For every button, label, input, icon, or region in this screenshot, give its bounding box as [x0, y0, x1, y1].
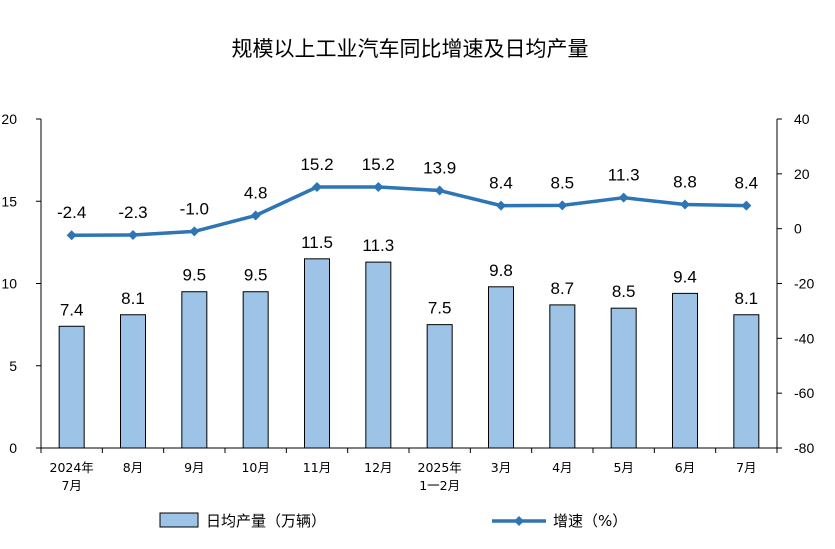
legend-bar-label: 日均产量（万辆） — [206, 512, 326, 530]
growth-point — [312, 181, 322, 192]
line-value-label: 8.8 — [673, 173, 697, 192]
bar-value-label: 9.8 — [489, 261, 513, 280]
bar-value-label: 8.1 — [121, 289, 145, 308]
line-series — [66, 181, 752, 241]
data-labels: 7.4 8.1 9.5 9.5 11.5 11.3 7.5 9.8 8.7 8.5 9.4 8.1 -2… — [57, 155, 758, 319]
left-tick-label: 10 — [1, 276, 17, 292]
bar-series — [58, 258, 760, 449]
legend-line-marker — [514, 516, 524, 526]
legend-bar-swatch — [159, 512, 199, 528]
bar — [58, 325, 85, 449]
growth-point — [66, 230, 77, 241]
chart-title: 规模以上工业汽车同比增速及日均产量 — [232, 37, 589, 61]
growth-point — [434, 185, 445, 196]
x-tick-label: 11月 — [303, 460, 331, 475]
bar-value-label: 7.4 — [60, 300, 84, 319]
bar-value-label: 8.1 — [735, 289, 759, 308]
line-value-label: 8.4 — [735, 174, 759, 193]
x-tick-label: 10月 — [241, 460, 269, 475]
x-tick-label: 2025年 — [418, 460, 462, 475]
bar-value-label: 8.5 — [612, 282, 636, 301]
right-tick-label: -80 — [794, 440, 814, 456]
line-value-label: 15.2 — [362, 155, 395, 174]
bar — [181, 291, 208, 449]
x-tick-label: 2024年 — [50, 460, 94, 475]
right-tick-label: 40 — [794, 111, 810, 127]
line-value-label: 13.9 — [423, 159, 456, 178]
x-tick-label: 12月 — [364, 460, 392, 475]
bar-value-label: 11.3 — [362, 236, 394, 255]
x-tick-label: 6月 — [675, 460, 695, 475]
bar-value-label: 9.4 — [673, 267, 697, 286]
left-tick-label: 5 — [9, 358, 17, 374]
growth-point — [680, 199, 690, 210]
bar — [610, 307, 637, 449]
x-tick-label: 8月 — [123, 460, 143, 475]
growth-point — [557, 200, 568, 211]
x-tick-label: 9月 — [184, 460, 204, 475]
right-tick-label: 20 — [794, 166, 810, 182]
bar — [426, 324, 453, 449]
bar-value-label: 11.5 — [301, 233, 333, 252]
bar-value-label: 9.5 — [244, 266, 268, 285]
x-tick-label: 3月 — [491, 460, 511, 475]
growth-point — [618, 192, 629, 203]
right-tick-label: 0 — [794, 221, 802, 237]
line-value-label: 8.5 — [551, 173, 575, 192]
legend-line-label: 增速（%） — [553, 512, 627, 530]
growth-line — [71, 185, 747, 237]
right-tick-label: -20 — [794, 276, 814, 292]
x-tick-label: 4月 — [552, 460, 572, 475]
x-tick-label: 5月 — [613, 460, 633, 475]
bar-value-label: 9.5 — [183, 266, 207, 285]
x-tick-label: 7月 — [736, 460, 756, 475]
growth-point — [741, 200, 752, 211]
left-tick-label: 15 — [1, 193, 17, 209]
x-tick-label: 1一2月 — [419, 478, 460, 493]
growth-point — [496, 200, 506, 211]
bar — [672, 292, 698, 449]
growth-point — [128, 229, 138, 240]
bar — [120, 314, 146, 449]
x-tick-label: 7月 — [61, 478, 81, 493]
growth-point — [189, 226, 200, 237]
line-value-label: 15.2 — [300, 155, 333, 174]
bar — [304, 258, 330, 449]
bar — [488, 286, 514, 449]
left-tick-label: 20 — [1, 111, 17, 127]
axes: 0 5 10 15 20 -80 -60 -40 -20 0 20 40 2024年 7月 8月 9月 10月 1… — [1, 111, 814, 493]
line-value-label: -2.3 — [118, 203, 147, 222]
line-value-label: -2.4 — [57, 203, 86, 222]
line-value-label: 11.3 — [608, 166, 640, 185]
legend: 日均产量（万辆） 增速（%） — [159, 512, 627, 530]
line-value-label: 8.4 — [489, 174, 513, 193]
right-tick-label: -60 — [794, 385, 814, 401]
growth-point — [250, 210, 261, 221]
bar — [242, 291, 269, 449]
bar — [365, 261, 392, 449]
left-tick-label: 0 — [9, 440, 17, 456]
bar — [549, 304, 576, 449]
growth-point — [373, 181, 384, 192]
bar-value-label: 8.7 — [551, 279, 575, 298]
line-value-label: -1.0 — [180, 199, 209, 218]
bar — [733, 314, 760, 449]
bar-value-label: 7.5 — [428, 299, 452, 318]
line-value-label: 4.8 — [244, 184, 268, 203]
right-tick-label: -40 — [794, 330, 814, 346]
